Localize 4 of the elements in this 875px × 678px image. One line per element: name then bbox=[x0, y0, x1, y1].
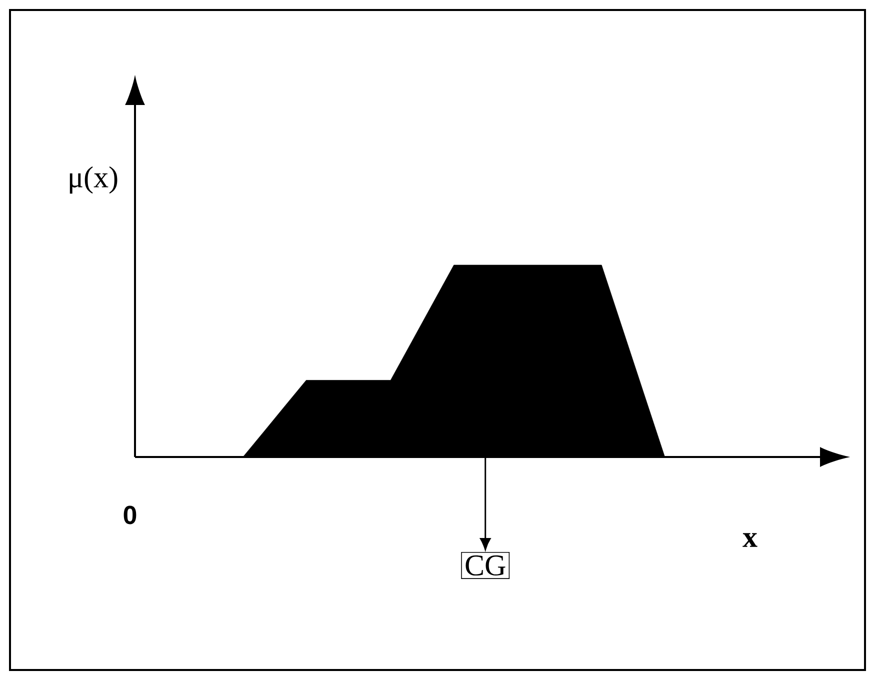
x-axis-title: x bbox=[742, 533, 758, 547]
y-axis-title: μ(x) bbox=[70, 166, 118, 194]
text: 0 bbox=[124, 506, 136, 524]
text: CG bbox=[466, 555, 506, 576]
